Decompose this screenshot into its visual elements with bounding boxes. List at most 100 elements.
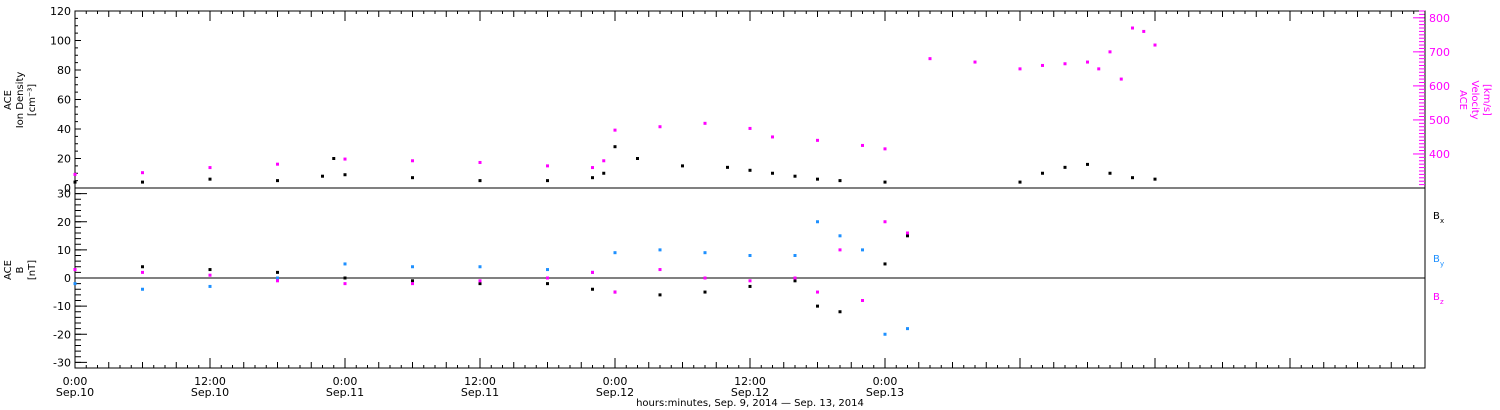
velocity-point (73, 172, 77, 176)
b-component-points (73, 220, 909, 336)
b-y-tick-label: 10 (57, 244, 71, 257)
density-point (613, 145, 617, 149)
by-point (73, 282, 77, 286)
density-ylabel-name: Ion Density (15, 72, 26, 129)
velocity-point (208, 166, 212, 170)
density-point (1086, 162, 1089, 166)
by-point (748, 254, 752, 257)
velocity-point (703, 121, 707, 125)
velocity-point (973, 60, 977, 64)
density-point (1063, 165, 1067, 169)
x-tick-label-date: Sep.12 (596, 386, 634, 399)
by-point (343, 262, 347, 266)
bz-point (208, 273, 212, 277)
velocity-point (883, 147, 887, 151)
legend-bx-sub: x (1440, 217, 1444, 225)
x-tick-label-time: 12:00 (194, 375, 226, 388)
velocity-point (861, 143, 864, 147)
velocity-ylabel-name: Velocity (1469, 80, 1480, 119)
velocity-point (748, 126, 752, 130)
x-tick-label-date: Sep.10 (191, 386, 229, 399)
velocity-point (1153, 43, 1157, 47)
legend-bx-main: B (1433, 211, 1440, 222)
by-point (478, 265, 482, 269)
legend-by-main: B (1433, 254, 1440, 265)
density-point (73, 180, 77, 184)
velocity-point (343, 157, 347, 161)
density-y-tick-label: 100 (50, 35, 71, 48)
bz-point (703, 276, 707, 280)
density-point (141, 180, 144, 184)
bz-point (546, 276, 549, 280)
bx-point (748, 284, 752, 288)
density-point (1041, 171, 1044, 175)
velocity-point (1108, 50, 1112, 54)
density-point (816, 177, 819, 181)
b-y-ticks: -30 -20 -10 0 10 20 30 (53, 187, 87, 369)
by-point (208, 284, 212, 288)
velocity-point (816, 138, 819, 142)
density-velocity-points (73, 26, 1157, 184)
b-y-tick-label: -30 (53, 356, 71, 369)
by-point (861, 248, 864, 252)
bz-point (861, 299, 864, 302)
velocity-y-tick-label: 700 (1429, 46, 1450, 59)
velocity-y-tick-label: 400 (1429, 148, 1450, 161)
bx-point (411, 279, 414, 283)
bx-point (658, 293, 662, 297)
density-point (838, 179, 842, 183)
bx-point (208, 268, 212, 272)
x-tick-label-date: Sep.11 (326, 386, 364, 399)
velocity-point (1142, 29, 1146, 33)
density-point (478, 179, 482, 183)
x-tick-label-time: 12:00 (734, 375, 766, 388)
bz-point (883, 220, 887, 224)
bz-point (793, 276, 797, 280)
top-panel-frame (74, 10, 1426, 189)
velocity-point (1119, 77, 1123, 81)
bz-point (478, 279, 482, 283)
velocity-ylabel-ace: ACE (1457, 90, 1468, 110)
bx-point (816, 304, 819, 308)
bz-point (591, 270, 594, 274)
velocity-point (276, 162, 279, 166)
bz-point (613, 290, 617, 294)
b-ylabel-unit: [nT] (27, 260, 38, 280)
by-point (411, 265, 414, 269)
velocity-y-ticks: 400 500 600 700 800 (1413, 10, 1450, 189)
legend-by-sub: y (1440, 260, 1444, 268)
density-point (546, 179, 549, 183)
density-ylabel-ace: ACE (3, 90, 14, 110)
density-point (681, 164, 684, 168)
by-point (141, 287, 144, 291)
bz-point (276, 279, 279, 283)
x-tick-label-time: 0:00 (63, 375, 88, 388)
velocity-point (141, 171, 144, 175)
by-point (546, 268, 549, 272)
density-point (343, 173, 347, 177)
x-tick-label-time: 0:00 (873, 375, 898, 388)
density-point (411, 176, 414, 180)
density-point (1153, 177, 1157, 181)
velocity-point (411, 159, 414, 163)
velocity-point (1097, 67, 1101, 71)
x-tick-label-date: Sep.13 (866, 386, 904, 399)
bz-point (411, 282, 414, 286)
ion-density-velocity-panel: 0 20 40 60 80 100 120 400 500 600 700 800 ACE Ion … (3, 5, 1492, 195)
bx-point (883, 262, 887, 266)
x-tick-label-date: Sep.11 (461, 386, 499, 399)
bz-point (838, 248, 842, 252)
velocity-y-tick-label: 600 (1429, 80, 1450, 93)
bz-point (748, 279, 752, 283)
velocity-point (1041, 63, 1044, 67)
x-tick-label-date: Sep.10 (56, 386, 94, 399)
density-point (321, 174, 324, 178)
x-tick-label-time: 12:00 (464, 375, 496, 388)
bx-point (546, 282, 549, 286)
density-point (793, 174, 797, 178)
by-point (793, 254, 797, 257)
velocity-point (546, 164, 549, 168)
velocity-point (1131, 26, 1134, 30)
